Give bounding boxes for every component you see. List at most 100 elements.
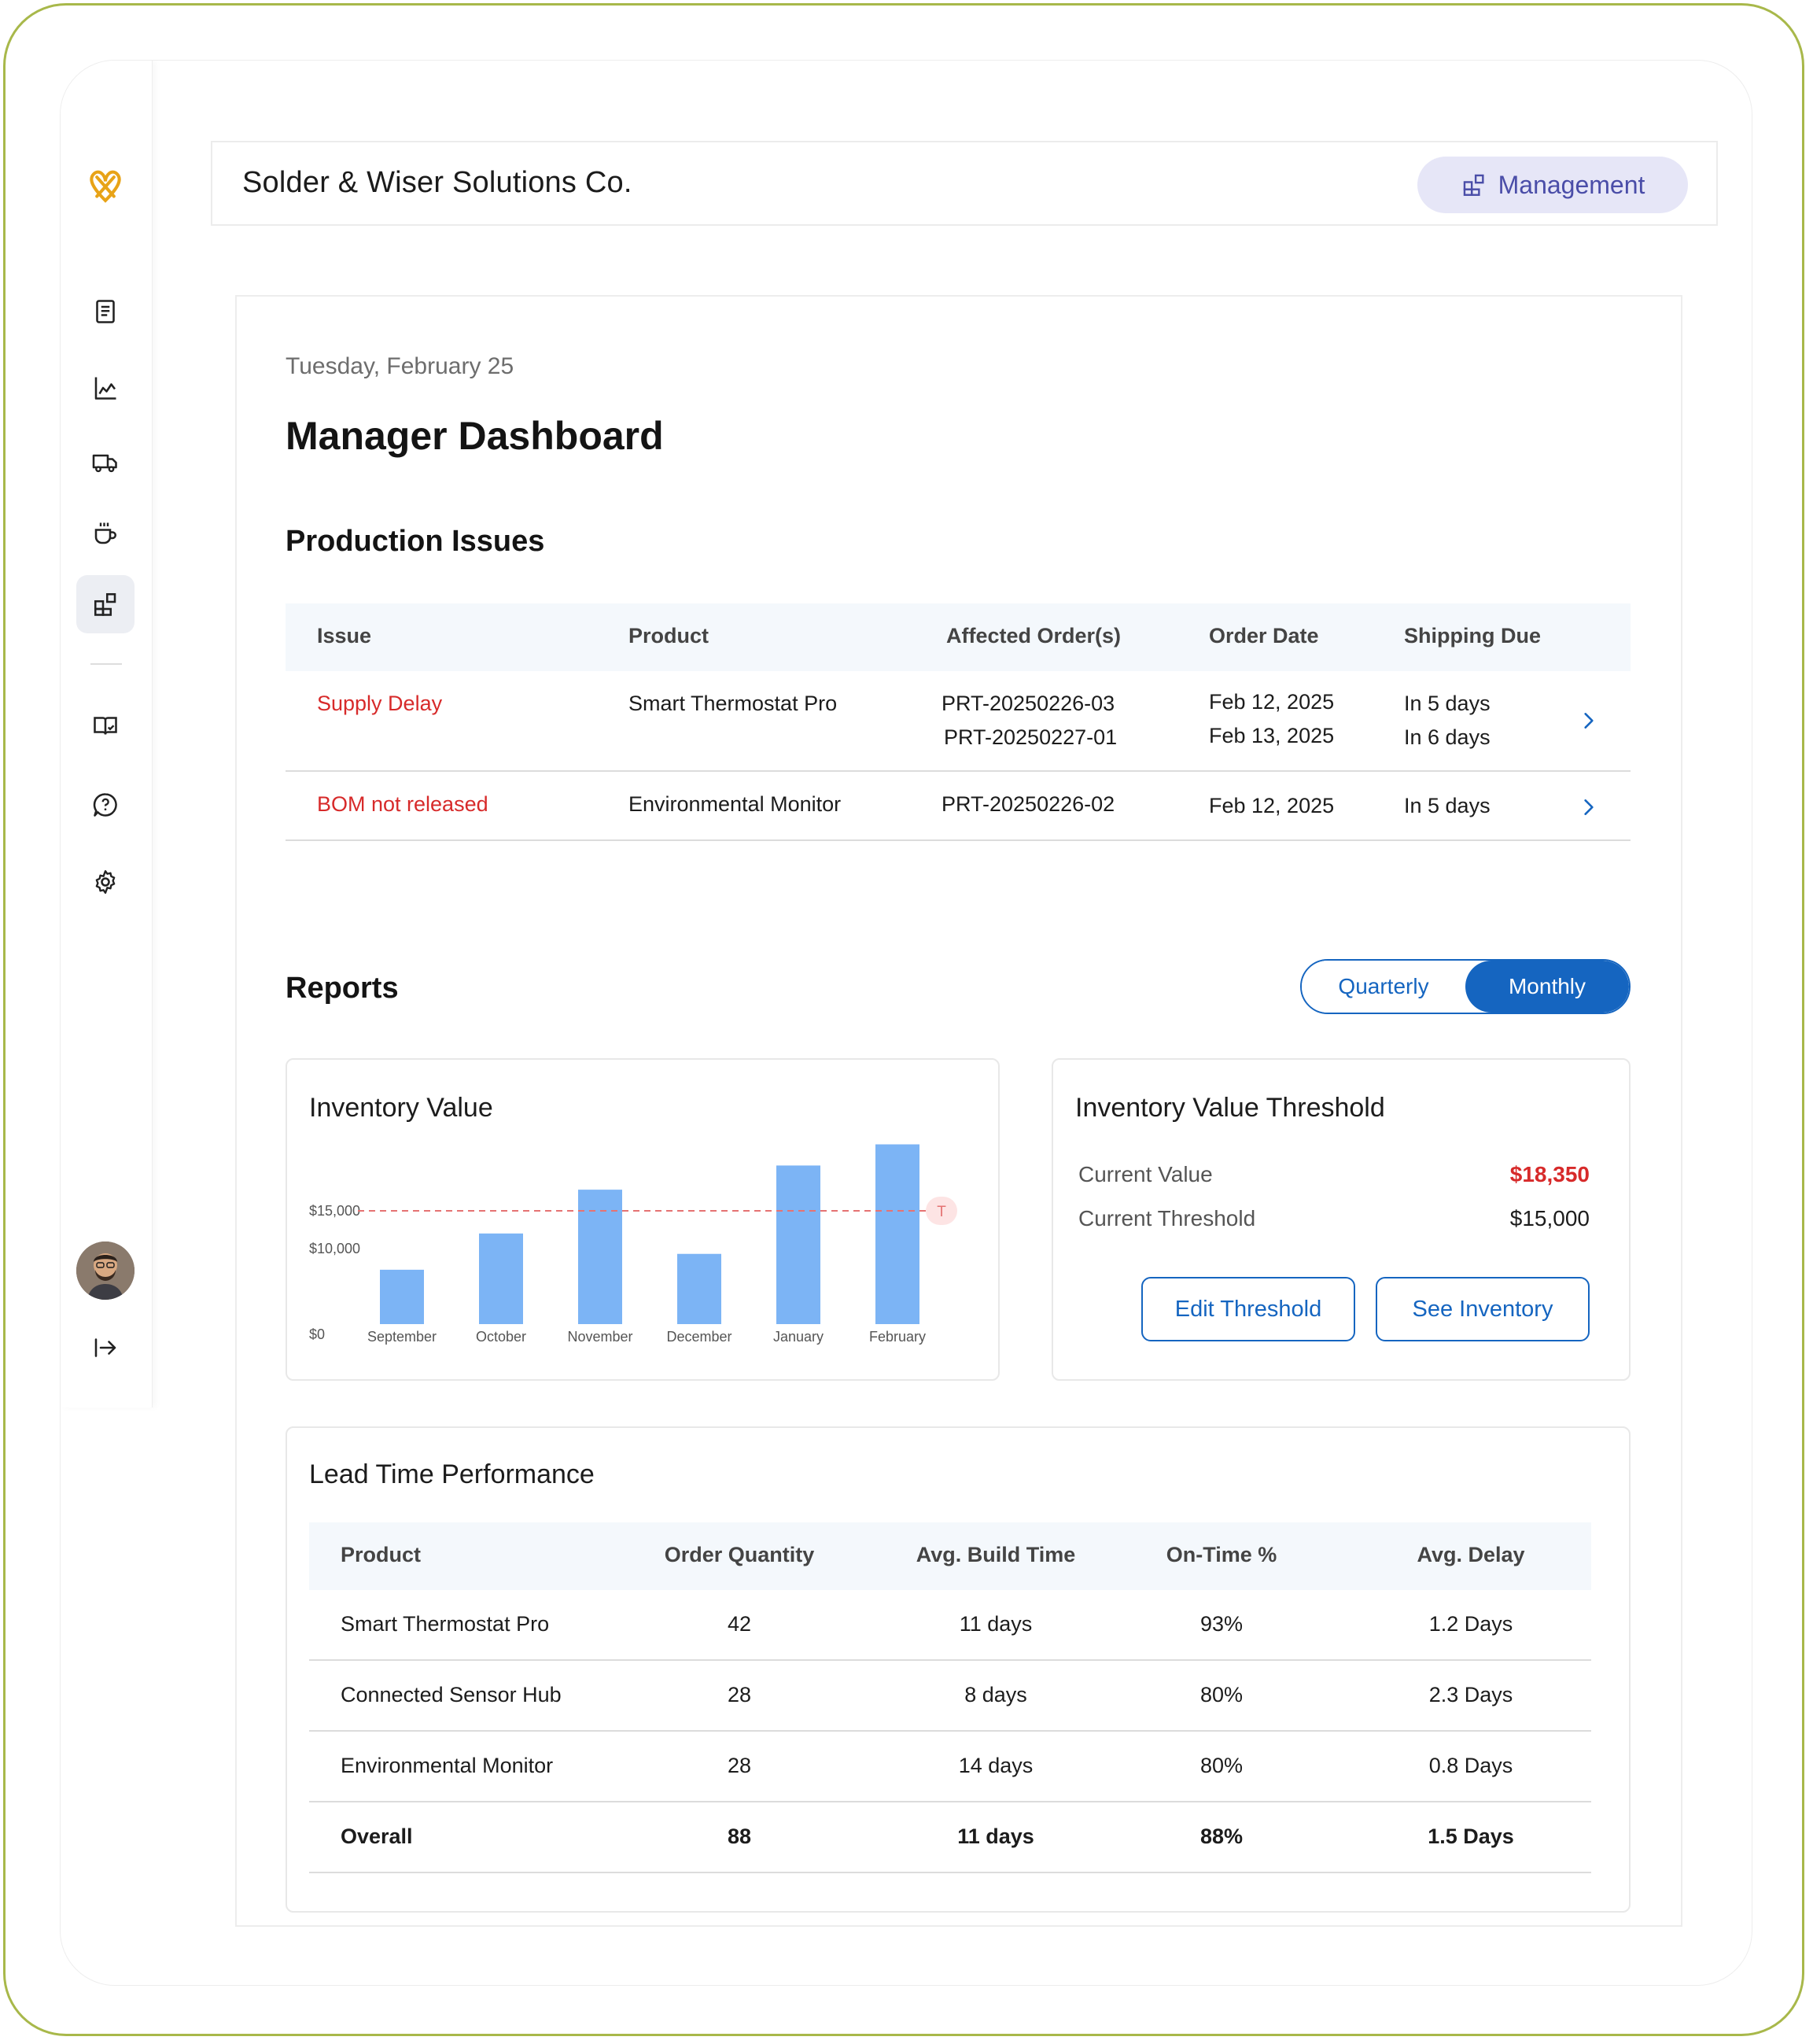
logout-arrow-icon [94,1338,116,1357]
lead-product: Environmental Monitor [341,1754,554,1777]
page-title: Manager Dashboard [286,414,664,458]
period-toggle[interactable]: Quarterly Monthly [1300,959,1631,1014]
issue-type: Supply Delay [317,692,443,715]
book-check-icon [94,717,117,735]
threshold-card-title: Inventory Value Threshold [1075,1093,1385,1123]
y-tick-label: $0 [309,1326,325,1342]
threshold-marker [926,1197,957,1225]
affected-order: PRT-20250226-03 [942,692,1115,715]
lead-product: Connected Sensor Hub [341,1683,562,1706]
toggle-monthly[interactable]: Monthly [1465,961,1629,1013]
bar-september[interactable] [380,1269,424,1324]
lead-ontime: 80% [1199,1754,1244,1777]
lead-time-table: Product Order Quantity Avg. Build Time O… [309,1522,1591,1873]
coffee-cup-icon [94,522,117,544]
top-header: Solder & Wiser Solutions Co. Management [211,141,1718,226]
table-row: Environmental Monitor 28 14 days 80% 0.8… [309,1732,1591,1802]
lead-build: 8 days [964,1683,1027,1706]
lead-time-card: Lead Time Performance Product Order Quan… [286,1426,1631,1913]
col-affected-orders: Affected Order(s) [946,624,1122,648]
row-chevron-right-icon[interactable] [1579,710,1599,731]
company-name: Solder & Wiser Solutions Co. [242,166,632,199]
lead-qty: 28 [727,1683,752,1706]
avatar[interactable] [76,1242,135,1300]
table-row-overall: Overall 88 11 days 88% 1.5 Days [309,1802,1591,1873]
x-tick-label: September [367,1329,437,1345]
bar-october[interactable] [479,1233,523,1324]
lead-qty: 88 [727,1824,752,1848]
reports-title: Reports [286,972,399,1005]
x-tick-label: October [476,1329,526,1345]
col-on-time: On-Time % [1166,1543,1277,1566]
bar-december[interactable] [677,1253,721,1324]
current-date: Tuesday, February 25 [286,353,514,379]
row-chevron-right-icon[interactable] [1579,797,1599,817]
sidebar-item-catalog[interactable] [76,697,135,755]
current-threshold-label: Current Threshold [1078,1206,1256,1230]
lead-delay: 0.8 Days [1428,1754,1513,1777]
gear-icon [95,870,116,894]
pretzel-logo-icon [90,170,121,203]
order-date: Feb 12, 2025 [1209,690,1335,714]
affected-order: PRT-20250226-02 [942,792,1115,816]
table-row[interactable]: Supply Delay Smart Thermostat Pro PRT-20… [286,671,1631,772]
user-portrait-icon [76,1242,135,1300]
x-tick-label: November [567,1329,632,1345]
col-order-date: Order Date [1209,624,1319,648]
lead-time-title: Lead Time Performance [309,1459,595,1489]
bar-january[interactable] [776,1165,820,1324]
col-product: Product [628,624,709,648]
lead-delay: 1.2 Days [1428,1612,1513,1636]
sidebar-divider [90,663,122,665]
logout-button[interactable] [76,1319,135,1377]
sidebar-item-orders[interactable] [76,282,135,341]
x-tick-label: January [773,1329,824,1345]
x-tick-label: December [666,1329,731,1345]
lead-build: 11 days [957,1824,1034,1848]
lead-qty: 28 [727,1754,752,1777]
lead-ontime: 88% [1199,1824,1244,1848]
current-value: $18,350 [1509,1162,1590,1186]
sidebar-item-production[interactable] [76,359,135,417]
table-row: Connected Sensor Hub 28 8 days 80% 2.3 D… [309,1661,1591,1732]
see-inventory-button[interactable]: See Inventory [1376,1277,1590,1341]
bar-february[interactable] [875,1144,919,1324]
current-threshold-row: Current Threshold $15,000 [1078,1206,1590,1231]
table-row[interactable]: BOM not released Environmental Monitor P… [286,772,1631,841]
issue-product: Environmental Monitor [628,792,842,816]
affected-order: PRT-20250227-01 [944,725,1118,749]
col-build-time: Avg. Build Time [916,1543,1076,1566]
dashboard-main: Tuesday, February 25 Manager Dashboard P… [235,295,1682,1927]
inventory-value-chart: $0 $10,000 $15,000 September October November… [309,1144,957,1345]
sidebar-item-settings[interactable] [76,853,135,911]
lead-build: 11 days [959,1612,1033,1636]
toggle-quarterly[interactable]: Quarterly [1302,961,1465,1013]
table-row: Smart Thermostat Pro 42 11 days 93% 1.2 … [309,1590,1591,1661]
logo-icon[interactable] [76,157,135,215]
issue-product: Smart Thermostat Pro [628,692,838,715]
current-value-label: Current Value [1078,1162,1213,1186]
threshold-card: Inventory Value Threshold Current Value … [1052,1058,1631,1381]
col-order-quantity: Order Quantity [664,1543,815,1566]
lead-product: Smart Thermostat Pro [341,1612,550,1636]
document-list-icon [96,300,115,323]
shipping-due: In 5 days [1404,794,1491,817]
edit-threshold-button[interactable]: Edit Threshold [1141,1277,1355,1341]
management-button[interactable]: Management [1417,157,1688,213]
lead-ontime: 80% [1199,1683,1244,1706]
sidebar-item-management[interactable] [76,575,135,633]
col-shipping-due: Shipping Due [1404,624,1541,648]
lead-ontime: 93% [1199,1612,1244,1636]
help-chat-icon [93,793,117,817]
issues-table-header: Issue Product Affected Order(s) Order Da… [286,603,1631,671]
order-date: Feb 13, 2025 [1209,724,1335,747]
management-label: Management [1498,170,1645,199]
sidebar-item-help[interactable] [76,776,135,834]
sidebar-item-shipping[interactable] [76,434,135,492]
app-window: Solder & Wiser Solutions Co. Management … [60,60,1752,1986]
factory-chart-icon [94,377,116,400]
sidebar-item-breaks[interactable] [76,504,135,563]
issue-type: BOM not released [317,792,488,816]
bar-november[interactable] [578,1190,622,1324]
widgets-icon [94,592,116,616]
